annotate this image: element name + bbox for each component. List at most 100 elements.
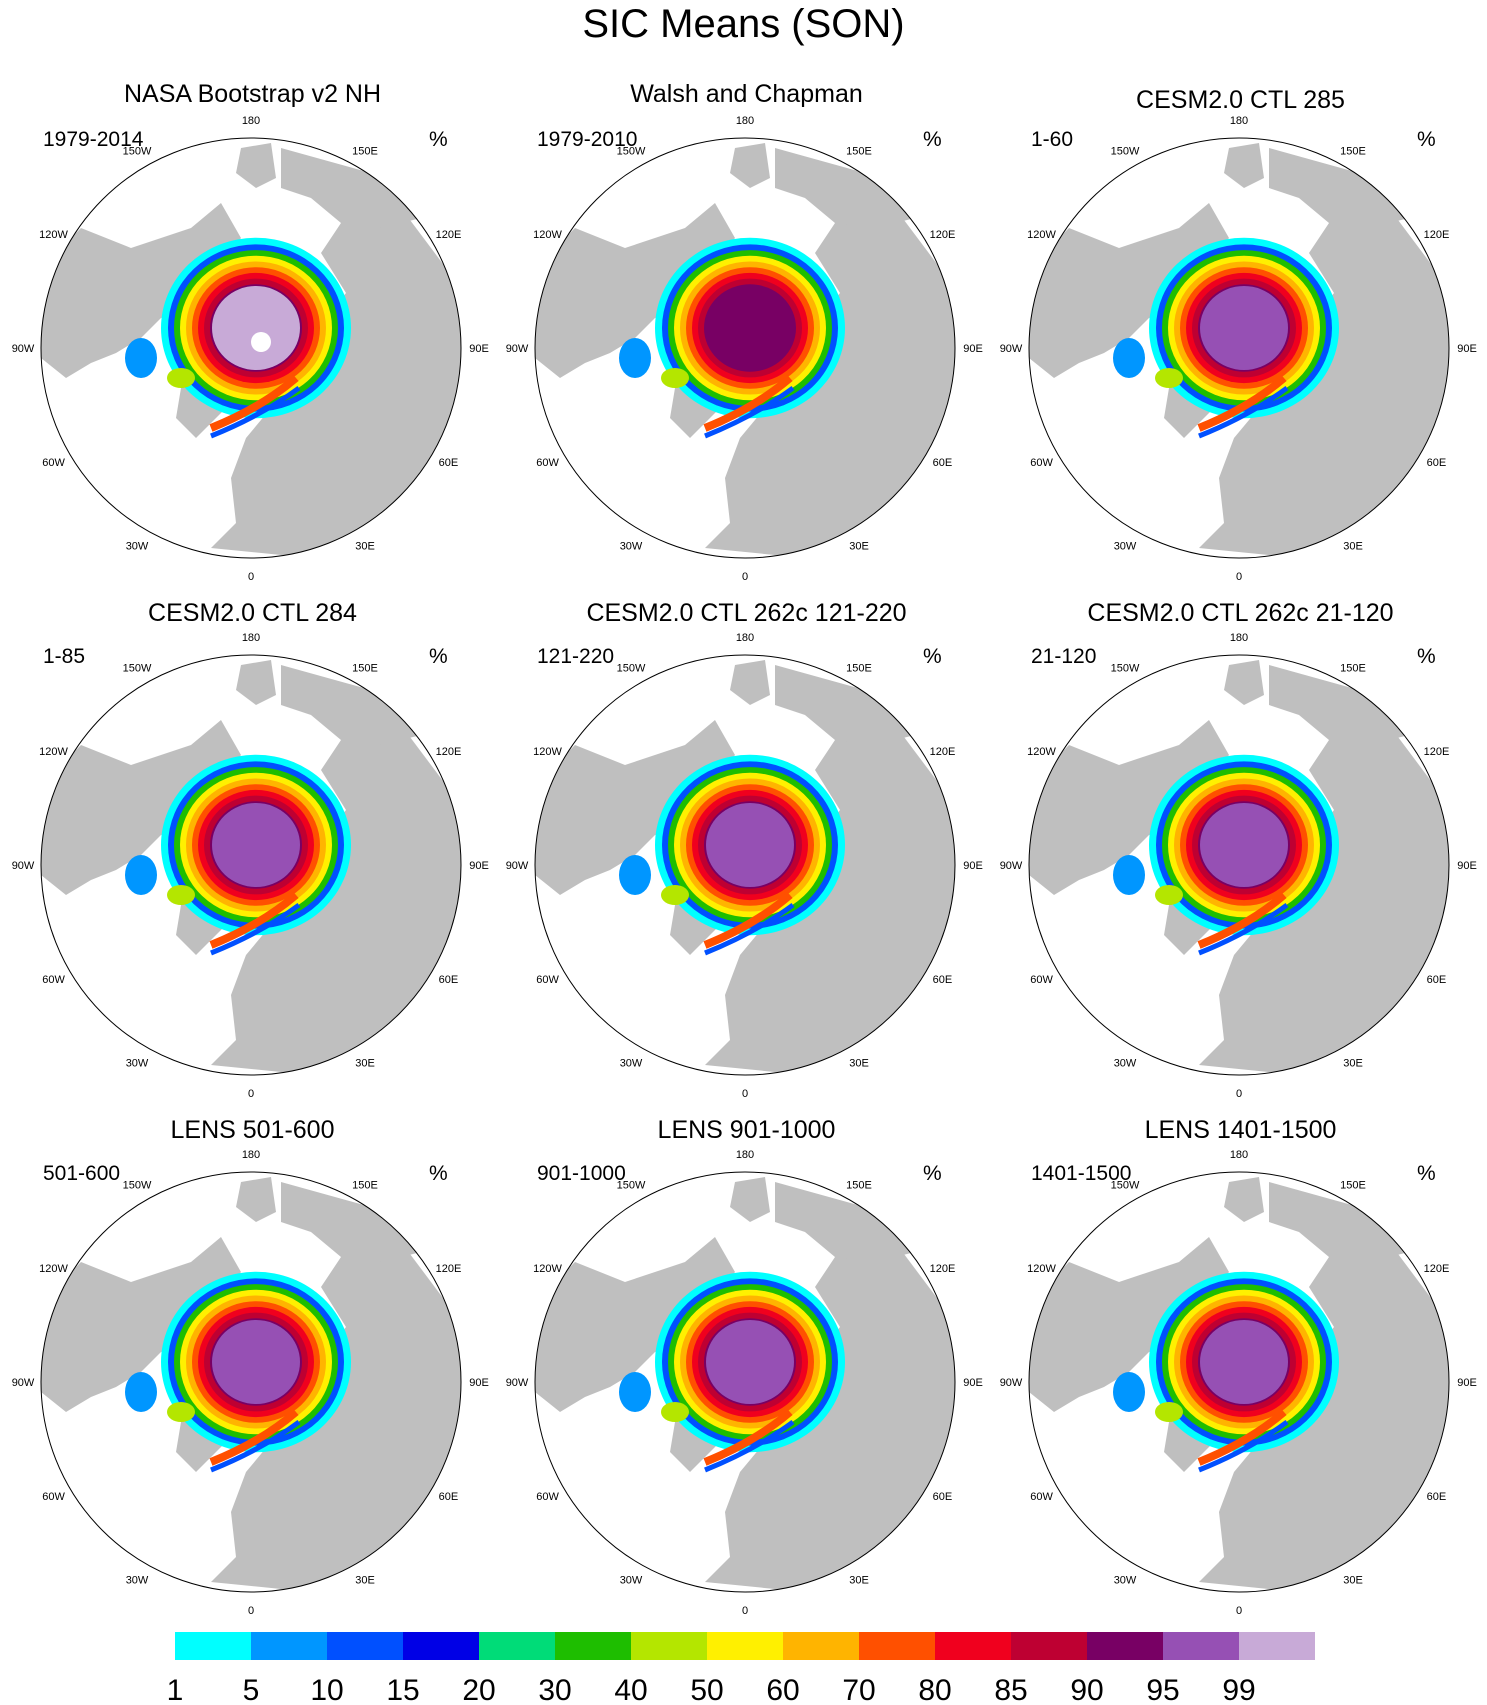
colorbar-label: 99: [1222, 1674, 1255, 1705]
polar-map: 180 150E 120E 90E 60E 30E 0 30W 60W 90W 120W 150W: [506, 1149, 983, 1617]
colorbar-swatch: [403, 1632, 479, 1660]
longitude-label: 30E: [849, 1057, 869, 1069]
longitude-label: 90E: [469, 343, 489, 355]
longitude-label: 30W: [620, 540, 643, 552]
longitude-label: 180: [736, 115, 754, 127]
map-panel: 180 150E 120E 90E 60E 30E 0 30W 60W 90W 120W 150W CE…: [5, 585, 500, 1100]
colorbar-swatch: [1239, 1632, 1315, 1660]
longitude-label: 150W: [1111, 146, 1140, 158]
longitude-label: 0: [742, 1605, 748, 1617]
longitude-label: 60W: [42, 974, 65, 986]
colorbar-swatch: [479, 1632, 555, 1660]
longitude-label: 120E: [436, 229, 462, 241]
longitude-label: 120W: [533, 229, 562, 241]
longitude-label: 30W: [126, 1057, 149, 1069]
polar-map: 180 150E 120E 90E 60E 30E 0 30W 60W 90W 120W 150W: [12, 115, 489, 583]
panel-title: CESM2.0 CTL 284: [148, 599, 357, 627]
panel-range: 1-60: [1031, 128, 1074, 151]
longitude-label: 90W: [1000, 1377, 1023, 1389]
longitude-label: 180: [736, 1149, 754, 1161]
panel-unit: %: [429, 128, 448, 151]
longitude-label: 150E: [846, 663, 872, 675]
longitude-label: 60W: [1030, 457, 1053, 469]
longitude-label: 90E: [963, 1377, 983, 1389]
panel-range: 901-1000: [537, 1162, 626, 1185]
longitude-label: 0: [248, 571, 254, 583]
colorbar-label: 5: [243, 1674, 260, 1705]
longitude-label: 0: [1236, 571, 1242, 583]
colorbar-swatch: [707, 1632, 783, 1660]
longitude-label: 120W: [533, 1263, 562, 1275]
map-panel: 180 150E 120E 90E 60E 30E 0 30W 60W 90W 120W 150W CE…: [499, 585, 994, 1100]
longitude-label: 150W: [123, 1180, 152, 1192]
longitude-label: 90E: [1457, 860, 1477, 872]
longitude-label: 60W: [536, 457, 559, 469]
longitude-label: 90W: [12, 343, 35, 355]
longitude-label: 90W: [12, 860, 35, 872]
longitude-label: 60E: [439, 1491, 459, 1503]
panel-range: 1979-2010: [537, 128, 638, 151]
longitude-label: 60E: [933, 457, 953, 469]
longitude-label: 90W: [1000, 860, 1023, 872]
panel-unit: %: [923, 645, 942, 668]
figure-title: SIC Means (SON): [582, 2, 905, 46]
panel-range: 1979-2014: [43, 128, 144, 151]
longitude-label: 60E: [439, 974, 459, 986]
longitude-label: 60W: [1030, 1491, 1053, 1503]
panel-unit: %: [923, 128, 942, 151]
longitude-label: 30W: [1114, 1057, 1137, 1069]
panel-title: Walsh and Chapman: [630, 80, 863, 108]
colorbar-swatch: [631, 1632, 707, 1660]
longitude-label: 120W: [1027, 229, 1056, 241]
panel-title: LENS 501-600: [170, 1116, 335, 1144]
polar-map: 180 150E 120E 90E 60E 30E 0 30W 60W 90W 120W 150W: [506, 632, 983, 1100]
colorbar-label: 10: [310, 1674, 343, 1705]
colorbar-label: 80: [918, 1674, 951, 1705]
longitude-label: 90E: [1457, 343, 1477, 355]
longitude-label: 150W: [617, 1180, 646, 1192]
longitude-label: 90W: [506, 343, 529, 355]
longitude-label: 0: [1236, 1605, 1242, 1617]
colorbar: 1 5 10 15 20 30 40 50 60 70 80 85 90 95 99: [167, 1632, 1315, 1705]
longitude-label: 120E: [930, 746, 956, 758]
longitude-label: 30E: [849, 540, 869, 552]
panel-range: 1401-1500: [1031, 1162, 1132, 1185]
colorbar-swatch: [783, 1632, 859, 1660]
longitude-label: 90W: [12, 1377, 35, 1389]
longitude-label: 60W: [42, 457, 65, 469]
longitude-label: 0: [1236, 1088, 1242, 1100]
longitude-label: 150E: [352, 663, 378, 675]
colorbar-swatch: [175, 1632, 251, 1660]
longitude-label: 150W: [1111, 1180, 1140, 1192]
colorbar-label: 1: [167, 1674, 184, 1705]
colorbar-swatch: [859, 1632, 935, 1660]
longitude-label: 60E: [439, 457, 459, 469]
map-panel: 180 150E 120E 90E 60E 30E 0 30W 60W 90W 120W 150W LE…: [993, 1102, 1487, 1617]
longitude-label: 90W: [506, 860, 529, 872]
longitude-label: 30W: [1114, 1574, 1137, 1586]
polar-map: 180 150E 120E 90E 60E 30E 0 30W 60W 90W 120W 150W: [12, 1149, 489, 1617]
map-panel: 180 150E 120E 90E 60E 30E 0 30W 60W 90W 120W 150W CE…: [993, 585, 1487, 1100]
longitude-label: 90E: [963, 860, 983, 872]
colorbar-label: 30: [538, 1674, 571, 1705]
longitude-label: 150E: [352, 1180, 378, 1192]
map-panel: 180 150E 120E 90E 60E 30E 0 30W 60W 90W 120W 150W Wa…: [499, 68, 994, 583]
longitude-label: 90E: [963, 343, 983, 355]
longitude-label: 120W: [533, 746, 562, 758]
longitude-label: 30W: [1114, 540, 1137, 552]
longitude-label: 120W: [1027, 1263, 1056, 1275]
longitude-label: 30W: [620, 1057, 643, 1069]
longitude-label: 180: [736, 632, 754, 644]
longitude-label: 30W: [126, 540, 149, 552]
panel-range: 501-600: [43, 1162, 121, 1185]
colorbar-label: 95: [1146, 1674, 1179, 1705]
colorbar-swatch: [1011, 1632, 1087, 1660]
longitude-label: 30W: [620, 1574, 643, 1586]
longitude-label: 180: [242, 632, 260, 644]
longitude-label: 150W: [123, 663, 152, 675]
longitude-label: 120W: [1027, 746, 1056, 758]
longitude-label: 60E: [1427, 1491, 1447, 1503]
polar-map: 180 150E 120E 90E 60E 30E 0 30W 60W 90W 120W 150W: [1000, 632, 1477, 1100]
longitude-label: 150E: [352, 146, 378, 158]
longitude-label: 30E: [355, 1057, 375, 1069]
